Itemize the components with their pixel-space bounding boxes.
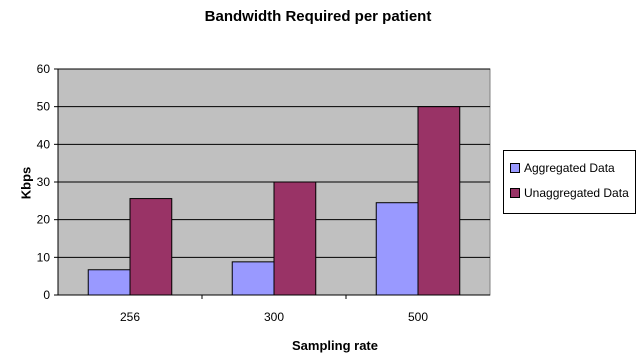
x-tick-label: 300	[264, 310, 284, 324]
bar-unaggregated-data-256	[129, 198, 173, 296]
bar-aggregated-data-500	[375, 202, 419, 296]
y-tick-label: 50	[37, 100, 51, 114]
y-tick-label: 40	[37, 137, 51, 151]
legend-item-aggregated: Aggregated Data	[510, 155, 635, 180]
y-tick-labels: 0 10 20 30 40 50 60	[37, 62, 51, 302]
legend-item-unaggregated: Unaggregated Data	[510, 180, 635, 205]
y-tick-label: 60	[37, 62, 51, 76]
legend-swatch-aggregated	[510, 162, 520, 173]
bar-unaggregated-data-500	[417, 106, 461, 296]
y-tick-label: 10	[37, 250, 51, 264]
chart-title: Bandwidth Required per patient	[204, 8, 432, 25]
y-tick-label: 30	[37, 175, 51, 189]
y-tick-label: 0	[43, 288, 50, 302]
bar-aggregated-data-300	[231, 261, 275, 296]
bars	[87, 106, 461, 296]
legend-label-aggregated: Aggregated Data	[524, 160, 615, 175]
x-tick-label: 500	[408, 310, 428, 324]
legend: Aggregated Data Unaggregated Data	[503, 150, 636, 214]
bar-aggregated-data-256	[87, 269, 131, 296]
legend-swatch-unaggregated	[510, 187, 520, 198]
bar-unaggregated-data-300	[273, 181, 317, 296]
x-tick-label: 256	[120, 310, 140, 324]
legend-label-unaggregated: Unaggregated Data	[524, 185, 629, 200]
y-tick-label: 20	[37, 213, 51, 227]
axes	[54, 68, 490, 299]
x-tick-labels: 256 300 500	[120, 310, 428, 324]
x-axis-title: Sampling rate	[292, 338, 378, 353]
